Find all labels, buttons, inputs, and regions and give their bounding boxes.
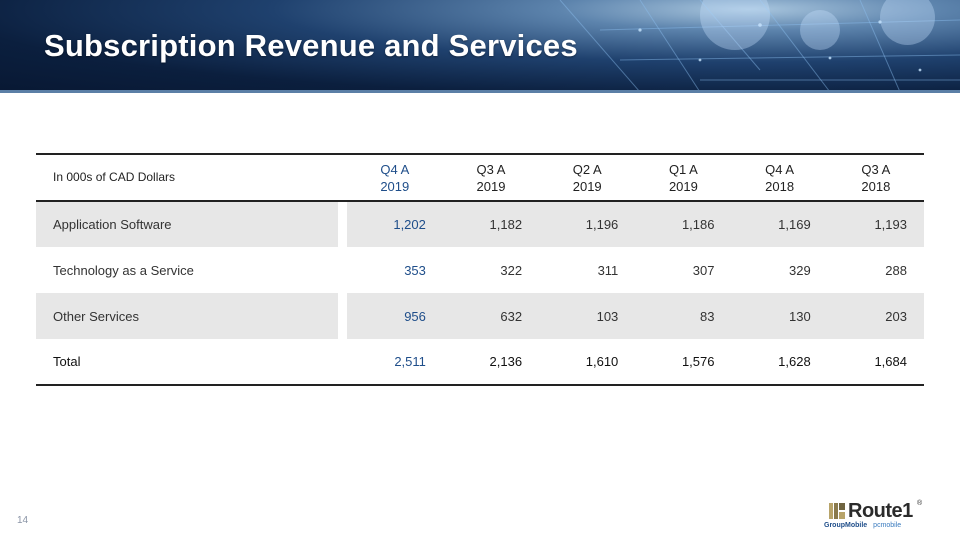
table-cell: 956 — [346, 293, 443, 339]
column-header: Q4 A 2018 — [732, 154, 828, 201]
table-cell: 2,136 — [489, 354, 523, 369]
table-cell: 1,196 — [539, 201, 636, 247]
route1-logo: Route1 ® GroupMobile pcmobile — [820, 500, 925, 540]
table-cell: 1,576 — [681, 354, 715, 369]
title-banner: Subscription Revenue and Services — [0, 0, 960, 92]
column-header: Q3 A 2018 — [828, 154, 924, 201]
column-quarter: Q3 A — [476, 161, 506, 177]
table-cell: 130 — [731, 293, 828, 339]
row-label: Other Services — [36, 293, 338, 339]
table-row: Other Services 956 632 103 83 130 203 — [36, 293, 924, 339]
table-cell: 83 — [635, 293, 732, 339]
row-label: Technology as a Service — [53, 262, 194, 278]
logo-brand-text: Route1 — [848, 500, 913, 522]
table-total-row: Total 2,511 2,136 1,610 1,576 1,628 1,68… — [36, 339, 924, 385]
bokeh-light — [880, 0, 935, 45]
column-year: 2018 — [765, 178, 795, 194]
table-cell: 307 — [692, 262, 715, 278]
unit-label: In 000s of CAD Dollars — [53, 170, 176, 184]
column-header: Q1 A 2019 — [635, 154, 731, 201]
table-cell: 1,169 — [731, 201, 828, 247]
table-cell: 1,202 — [346, 201, 443, 247]
table-cell: 1,193 — [827, 201, 924, 247]
route1-mark-icon — [829, 503, 845, 519]
column-year: 2019 — [380, 178, 410, 194]
table-cell: 1,186 — [635, 201, 732, 247]
column-header: Q4 A 2019 — [347, 154, 443, 201]
registered-mark: ® — [917, 500, 923, 507]
column-quarter: Q2 A — [572, 161, 602, 177]
column-gap — [337, 201, 347, 247]
column-quarter: Q1 A — [668, 161, 698, 177]
column-year: 2019 — [476, 178, 506, 194]
column-year: 2019 — [572, 178, 602, 194]
column-gap — [337, 247, 347, 293]
column-quarter: Q4 A — [380, 161, 410, 177]
table-row: Application Software 1,202 1,182 1,196 1… — [36, 201, 924, 247]
table-cell: 353 — [404, 262, 426, 278]
column-quarter: Q4 A — [765, 161, 795, 177]
table-cell: 2,511 — [394, 354, 426, 369]
table-cell: 329 — [789, 262, 811, 278]
column-year: 2019 — [668, 178, 698, 194]
column-gap — [337, 293, 347, 339]
table-row: Technology as a Service 353 322 311 307 … — [36, 247, 924, 293]
network-background-graphic — [559, 0, 960, 92]
table-cell: 322 — [500, 262, 523, 278]
column-header: Q2 A 2019 — [539, 154, 635, 201]
banner-divider — [0, 90, 960, 93]
table-cell: 1,684 — [874, 354, 907, 369]
column-quarter: Q3 A — [861, 161, 891, 177]
table-cell: 203 — [827, 293, 924, 339]
table-cell: 288 — [885, 262, 907, 278]
logo-subbrands: GroupMobile pcmobile — [824, 522, 901, 529]
column-header: Q3 A 2019 — [443, 154, 539, 201]
column-gap — [338, 154, 347, 201]
groupmobile-text: GroupMobile — [824, 522, 868, 529]
table-cell: 103 — [539, 293, 636, 339]
bokeh-light — [800, 10, 840, 50]
column-gap — [337, 339, 347, 385]
table-cell: 311 — [597, 262, 619, 278]
row-label: Application Software — [36, 201, 338, 247]
row-label: Total — [53, 354, 81, 369]
page-number: 14 — [17, 515, 29, 526]
table-cell: 1,628 — [778, 354, 811, 369]
revenue-table: In 000s of CAD Dollars Q4 A 2019 Q3 A 2019… — [36, 153, 924, 386]
pcmobile-text: pcmobile — [873, 522, 902, 529]
page-title: Subscription Revenue and Services — [44, 28, 578, 63]
table-cell: 632 — [442, 293, 540, 339]
table-cell: 1,610 — [585, 354, 619, 369]
table-cell: 1,182 — [442, 201, 540, 247]
table-header-row: In 000s of CAD Dollars Q4 A 2019 Q3 A 2019… — [36, 154, 924, 201]
column-year: 2018 — [861, 178, 891, 194]
